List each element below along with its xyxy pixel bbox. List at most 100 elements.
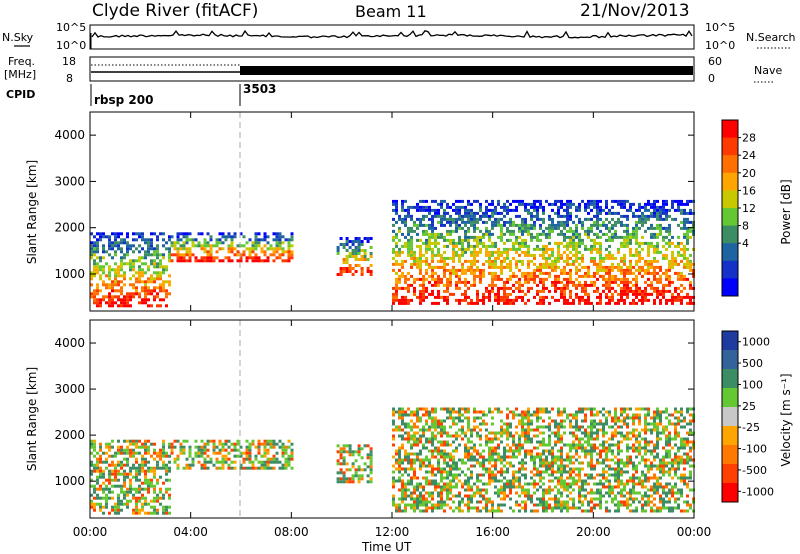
scatter-cell: [665, 277, 668, 281]
scatter-cell: [596, 208, 599, 212]
scatter-cell: [425, 506, 428, 510]
scatter-cell: [221, 442, 225, 446]
scatter-cell: [470, 488, 473, 492]
scatter-cell: [653, 301, 656, 305]
scatter-cell: [129, 265, 132, 269]
scatter-cell: [182, 466, 186, 470]
scatter-cell: [542, 247, 545, 251]
scatter-cell: [581, 446, 584, 450]
scatter-cell: [221, 445, 225, 449]
scatter-cell: [398, 455, 401, 459]
scatter-cell: [272, 259, 276, 263]
scatter-cell: [428, 416, 431, 420]
scatter-cell: [509, 446, 512, 450]
scatter-cell: [518, 226, 521, 230]
scatter-cell: [159, 289, 162, 293]
scatter-cell: [590, 461, 593, 465]
scatter-cell: [437, 452, 440, 456]
scatter-cell: [611, 491, 614, 495]
scatter-cell: [476, 250, 479, 254]
scatter-cell: [342, 456, 346, 460]
scatter-cell: [284, 463, 288, 467]
scatter-cell: [248, 256, 252, 260]
scatter-cell: [617, 461, 620, 465]
scatter-cell: [455, 464, 458, 468]
scatter-cell: [209, 256, 213, 260]
scatter-cell: [419, 434, 422, 438]
scatter-cell: [614, 301, 617, 305]
scatter-cell: [575, 223, 578, 227]
scatter-cell: [410, 247, 413, 251]
scatter-cell: [527, 286, 530, 290]
scatter-cell: [395, 280, 398, 284]
scatter-cell: [683, 265, 686, 269]
scatter-cell: [278, 460, 282, 464]
scatter-cell: [629, 253, 632, 257]
scatter-cell: [242, 460, 246, 464]
scatter-cell: [620, 289, 623, 293]
scatter-cell: [572, 434, 575, 438]
colorbar-swatch: [722, 260, 738, 279]
scatter-cell: [566, 503, 569, 507]
scatter-cell: [485, 470, 488, 474]
scatter-cell: [141, 235, 144, 239]
scatter-cell: [105, 262, 108, 266]
scatter-cell: [512, 470, 515, 474]
scatter-cell: [144, 475, 147, 479]
scatter-cell: [290, 448, 294, 452]
scatter-cell: [354, 264, 358, 267]
scatter-cell: [425, 268, 428, 272]
scatter-cell: [203, 442, 207, 446]
scatter-cell: [650, 241, 653, 245]
scatter-cell: [449, 241, 452, 245]
scatter-cell: [599, 265, 602, 269]
scatter-cell: [494, 292, 497, 296]
scatter-cell: [503, 449, 506, 453]
scatter-cell: [632, 211, 635, 215]
scatter-cell: [683, 286, 686, 290]
scatter-cell: [230, 466, 234, 470]
scatter-cell: [461, 250, 464, 254]
scatter-cell: [596, 461, 599, 465]
scatter-cell: [120, 292, 123, 296]
scatter-cell: [431, 223, 434, 227]
scatter-cell: [590, 434, 593, 438]
scatter-cell: [602, 265, 605, 269]
scatter-cell: [141, 469, 144, 473]
scatter-cell: [464, 283, 467, 287]
scatter-cell: [686, 292, 689, 296]
scatter-cell: [452, 208, 455, 212]
scatter-cell: [611, 205, 614, 209]
scatter-cell: [428, 479, 431, 483]
scatter-cell: [470, 428, 473, 432]
scatter-cell: [422, 488, 425, 492]
scatter-cell: [539, 479, 542, 483]
scatter-cell: [129, 262, 132, 266]
scatter-cell: [557, 253, 560, 257]
scatter-cell: [569, 470, 572, 474]
scatter-cell: [590, 238, 593, 242]
scatter-cell: [563, 506, 566, 510]
scatter-cell: [458, 298, 461, 302]
scatter-cell: [587, 205, 590, 209]
scatter-cell: [635, 241, 638, 245]
scatter-cell: [536, 452, 539, 456]
scatter-cell: [545, 407, 548, 411]
scatter-cell: [620, 407, 623, 411]
scatter-cell: [605, 509, 608, 513]
scatter-cell: [491, 208, 494, 212]
scatter-cell: [443, 509, 446, 513]
scatter-cell: [102, 487, 105, 491]
scatter-cell: [150, 292, 153, 296]
scatter-cell: [129, 277, 132, 281]
scatter-cell: [176, 457, 180, 461]
scatter-cell: [176, 232, 180, 236]
scatter-cell: [159, 490, 162, 494]
scatter-cell: [554, 298, 557, 302]
scatter-cell: [422, 494, 425, 498]
scatter-cell: [611, 452, 614, 456]
scatter-cell: [339, 273, 343, 276]
scatter-cell: [557, 274, 560, 278]
scatter-cell: [461, 485, 464, 489]
scatter-cell: [147, 487, 150, 491]
